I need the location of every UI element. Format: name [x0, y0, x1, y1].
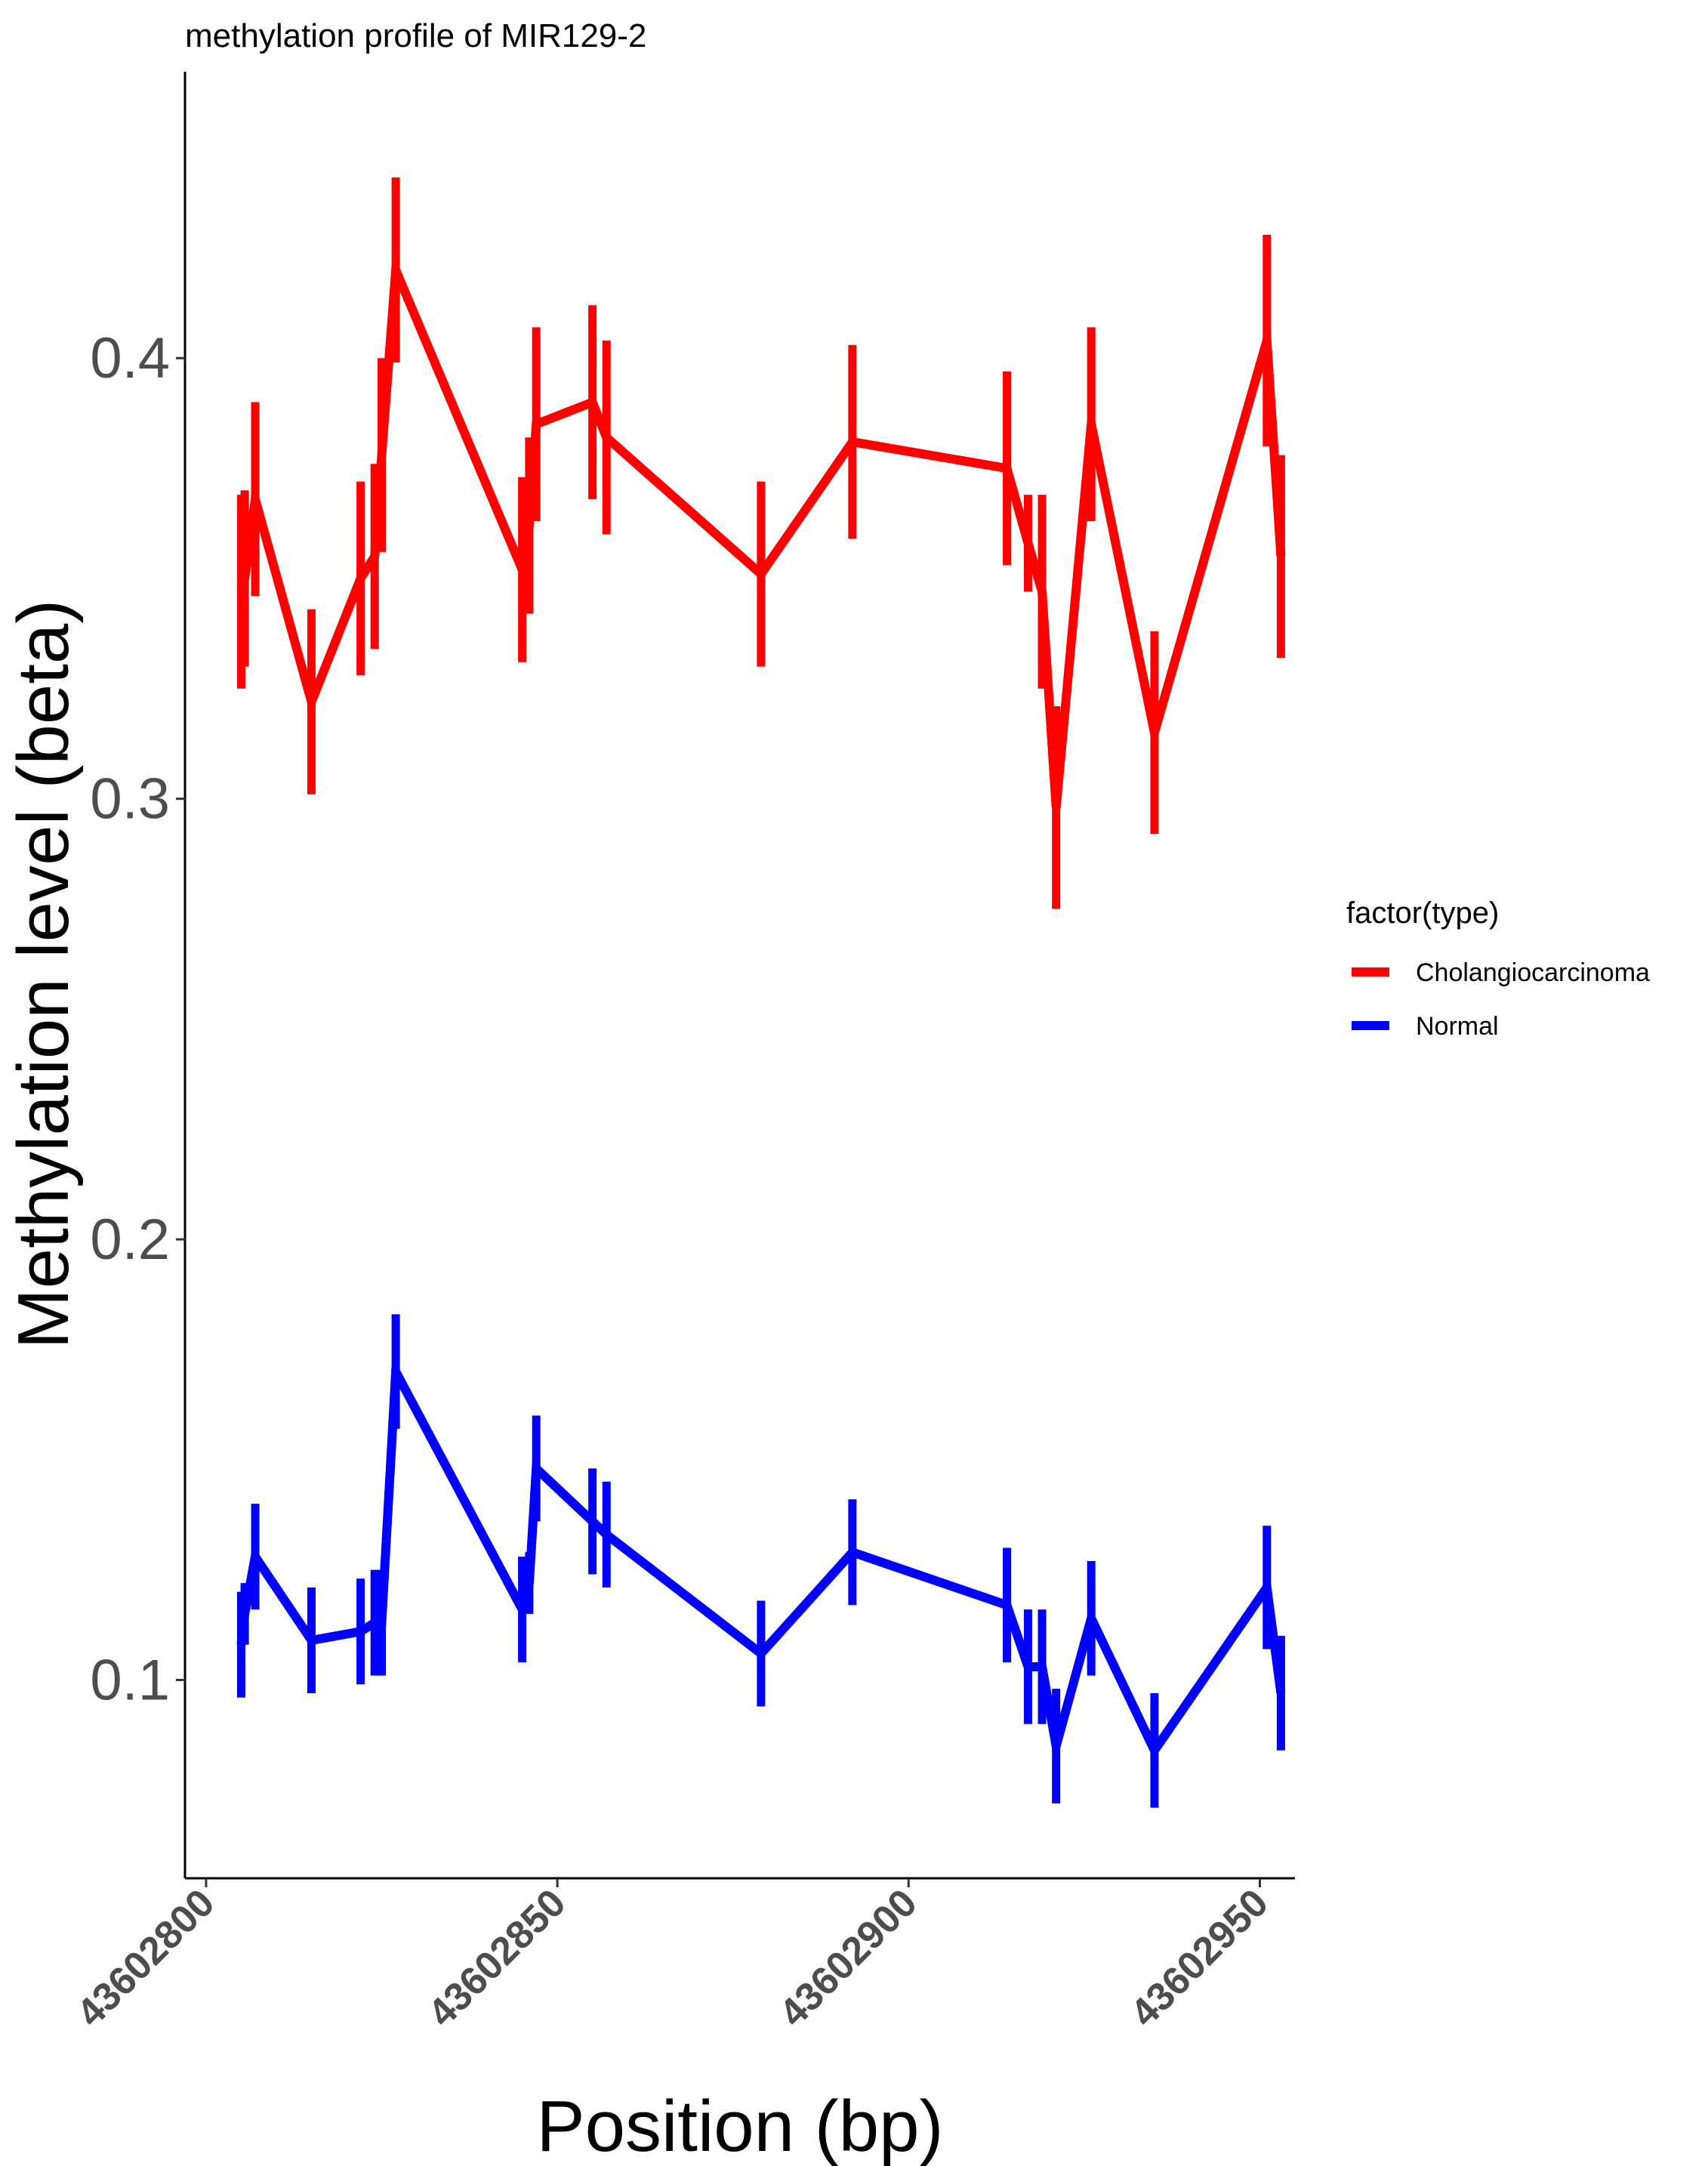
x-axis-title: Position (bp) [537, 2086, 944, 2166]
data-point [534, 421, 539, 427]
y-tick-label: 0.2 [90, 1208, 170, 1272]
data-point [1025, 1664, 1031, 1669]
legend-title: factor(type) [1346, 896, 1499, 930]
data-point [758, 572, 763, 577]
data-point [242, 575, 248, 581]
data-point [1152, 730, 1157, 736]
y-axis-title: Methylation level (beta) [3, 600, 84, 1349]
y-tick-label: 0.3 [90, 767, 170, 832]
data-point [849, 440, 855, 445]
data-point [1025, 541, 1031, 546]
data-point [758, 1651, 763, 1656]
data-point [590, 1519, 595, 1524]
series-normal [236, 1314, 1286, 1808]
legend-items: Cholangiocarcinoma Normal [1352, 958, 1650, 1041]
data-point [526, 523, 532, 528]
data-point [604, 1532, 609, 1537]
data-point [1089, 1615, 1094, 1621]
data-point [379, 1620, 384, 1625]
data-point [519, 567, 525, 572]
data-point [242, 1611, 248, 1616]
series-cholangiocarcinoma [236, 177, 1286, 909]
chart-title: methylation profile of MIR129-2 [185, 17, 646, 54]
data-point [526, 1581, 532, 1586]
legend-label: Cholangiocarcinoma [1416, 958, 1650, 987]
data-point [1152, 1748, 1157, 1753]
data-point [253, 1554, 258, 1560]
data-point [253, 496, 258, 501]
y-tick-label: 0.1 [90, 1648, 170, 1712]
legend-key-point [1367, 968, 1374, 976]
data-point [1040, 1664, 1045, 1669]
data-point [590, 400, 595, 405]
data-point [372, 554, 378, 559]
data-point [1089, 421, 1094, 427]
data-point [379, 452, 384, 458]
data-point [1278, 554, 1284, 559]
data-point [519, 1607, 525, 1612]
series-layer [236, 177, 1286, 1808]
data-point [604, 435, 609, 440]
data-point [1264, 338, 1269, 343]
legend: factor(type) Cholangiocarcinoma Normal [1346, 896, 1650, 1041]
data-point [358, 575, 363, 581]
legend-key-point [1367, 1022, 1374, 1029]
data-point [1004, 1603, 1010, 1608]
data-point [393, 267, 399, 273]
data-point [393, 1369, 399, 1375]
y-tick-label: 0.4 [90, 326, 170, 390]
data-point [1040, 589, 1045, 594]
legend-label: Normal [1416, 1012, 1499, 1041]
data-point [309, 699, 314, 705]
data-point [1278, 1690, 1284, 1695]
data-point [1264, 1584, 1269, 1590]
data-point [239, 589, 244, 594]
data-point [849, 1550, 855, 1555]
data-point [372, 1620, 378, 1625]
data-point [1053, 805, 1059, 810]
data-point [358, 1629, 363, 1634]
y-axis-ticks: 0.1 0.2 0.3 0.4 [90, 326, 185, 1712]
data-point [309, 1637, 314, 1643]
data-point [1004, 466, 1010, 471]
data-point [1053, 1743, 1059, 1748]
data-point [239, 1642, 244, 1647]
data-point [534, 1466, 539, 1471]
